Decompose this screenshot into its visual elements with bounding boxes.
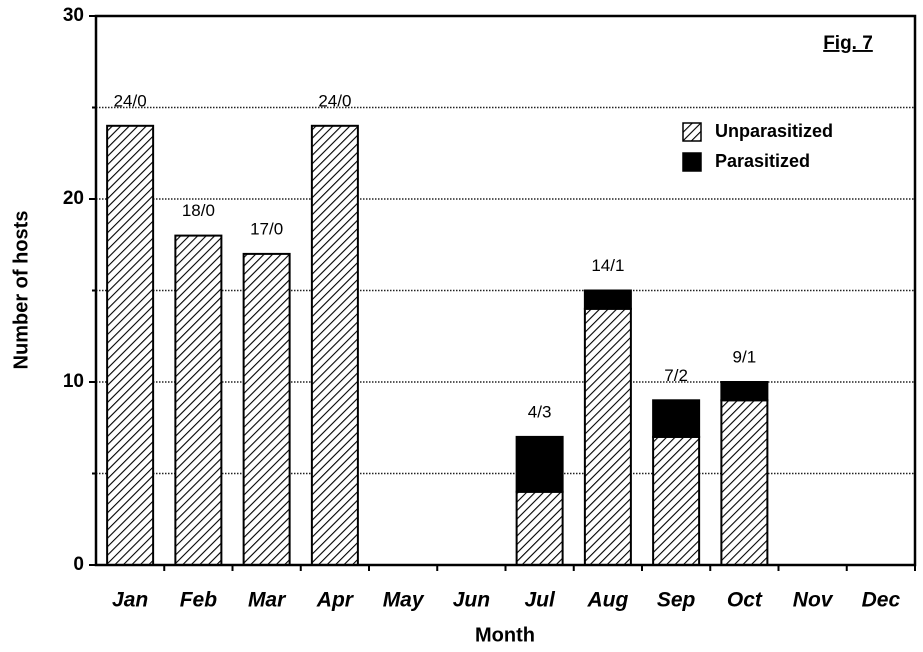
bar-label: 24/0 [318, 91, 351, 110]
bar-segment [242, 252, 291, 566]
plot-frame [94, 14, 917, 567]
x-tick-label: Sep [657, 589, 696, 612]
bar-segment [720, 399, 769, 566]
x-tick-label: Nov [793, 589, 834, 612]
bar-segment [720, 381, 769, 402]
legend-label: Unparasitized [715, 121, 833, 141]
bar-label: 24/0 [114, 91, 147, 110]
bar-label: 18/0 [182, 201, 215, 220]
bar-segment [583, 289, 632, 310]
x-tick-label: May [383, 589, 425, 612]
x-tick-label: Dec [862, 589, 901, 612]
bar-label: 7/2 [664, 366, 688, 385]
x-tick-label: Feb [180, 589, 218, 612]
x-tick-label: Apr [316, 589, 355, 612]
legend-swatch [682, 152, 702, 172]
y-tick-label: 20 [63, 188, 84, 209]
x-tick-label: Jul [524, 589, 556, 612]
y-axis-label: Number of hosts [10, 211, 32, 370]
legend-swatch [682, 122, 702, 142]
y-tick-label: 0 [73, 554, 84, 575]
bar-label: 17/0 [250, 219, 283, 238]
bar-segment [106, 124, 155, 567]
bar-label: 9/1 [733, 347, 757, 366]
bar-label: 4/3 [528, 402, 552, 421]
y-tick-label: 10 [63, 371, 84, 392]
x-tick-label: Mar [248, 589, 287, 612]
bar-segment [174, 234, 223, 566]
bar-segment [652, 399, 701, 438]
x-tick-label: Aug [586, 589, 628, 612]
legend-label: Parasitized [715, 151, 810, 171]
bar-segment [310, 124, 359, 567]
bar-segment [515, 435, 564, 493]
bar-segment [583, 307, 632, 566]
annotation: Fig. 7 [823, 33, 873, 54]
x-axis-label: Month [475, 624, 535, 646]
x-tick-label: Jan [112, 589, 148, 612]
bar-label: 14/1 [591, 256, 624, 275]
bar-segment [652, 435, 701, 566]
bar-segment [515, 490, 564, 566]
y-tick-label: 30 [63, 5, 84, 26]
x-tick-label: Oct [727, 589, 763, 612]
x-tick-label: Jun [453, 589, 490, 612]
